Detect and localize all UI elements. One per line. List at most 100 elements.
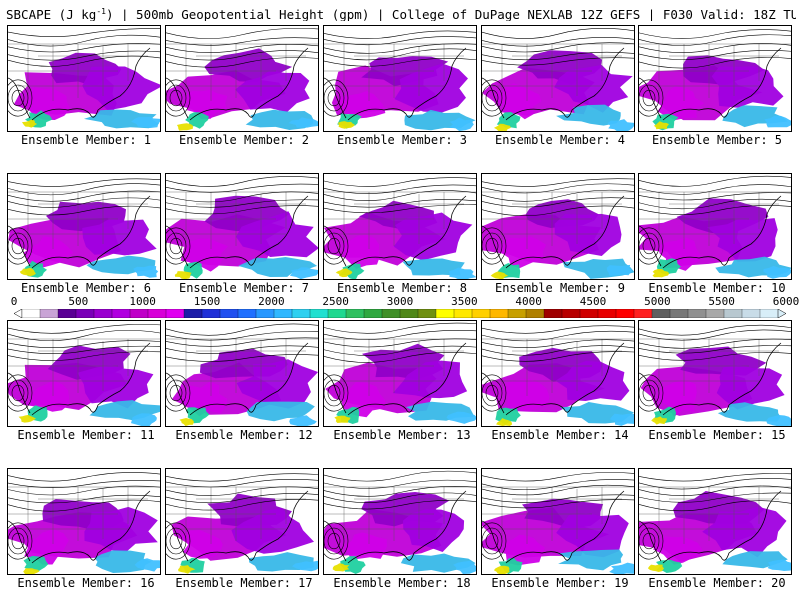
height-contour [166, 323, 318, 336]
cape-area-purple [82, 66, 160, 111]
height-contour [169, 384, 183, 402]
cape-area-yellow [337, 121, 355, 129]
height-contour [324, 177, 476, 187]
cape-area-purple [236, 359, 318, 409]
cape-area-magenta [23, 236, 74, 268]
height-contour [327, 237, 341, 255]
height-contour [482, 232, 503, 260]
cape-area-purple [392, 360, 468, 399]
height-contour [482, 527, 503, 555]
cape-area-purple [716, 364, 785, 410]
height-contour [11, 89, 25, 107]
coastline [166, 195, 309, 269]
height-contour [8, 197, 160, 208]
colorbar-swatch [489, 309, 509, 318]
coastline [324, 195, 467, 269]
cape-area-magenta [505, 379, 550, 411]
height-contour [166, 44, 318, 53]
height-contour [324, 527, 345, 555]
height-contour [639, 324, 791, 336]
height-contour [639, 205, 791, 215]
height-contour [8, 232, 29, 260]
ensemble-member-label: Ensemble Member: 5 [651, 133, 783, 147]
colorbar-swatch [561, 309, 581, 318]
colorbar-swatch [687, 309, 707, 318]
ensemble-member-label: Ensemble Member: 6 [20, 281, 152, 295]
cape-area-purple [82, 218, 157, 256]
height-contour [482, 197, 634, 208]
height-contour [327, 532, 341, 550]
height-contour [482, 379, 503, 407]
height-contour [324, 84, 345, 112]
height-contour [324, 190, 476, 201]
colorbar-swatch [615, 309, 635, 318]
cape-area-magenta [495, 83, 542, 120]
cape-area-cyan [557, 549, 624, 571]
cape-area-magenta [27, 87, 71, 120]
height-contour [8, 374, 33, 412]
cape-area-cyan [289, 267, 318, 279]
coastline [482, 195, 625, 269]
height-contour [8, 183, 160, 196]
coastline [482, 342, 625, 416]
ensemble-member-label: Ensemble Member: 15 [648, 428, 786, 442]
height-contour [166, 522, 191, 560]
ensemble-member-label: Ensemble Member: 16 [17, 576, 155, 590]
colorbar-swatch [669, 309, 689, 318]
sbcape-map [7, 25, 161, 132]
height-contour [8, 79, 33, 117]
cape-area-purple [711, 66, 784, 108]
height-contour [639, 184, 791, 195]
height-contour [8, 324, 160, 334]
coastline [639, 47, 782, 121]
height-contour [482, 189, 634, 202]
height-contour [166, 337, 318, 347]
ensemble-member-label: Ensemble Member: 20 [648, 576, 786, 590]
ensemble-member-label: Ensemble Member: 9 [494, 281, 626, 295]
height-contour [324, 329, 476, 340]
height-contour [324, 43, 476, 54]
colorbar-swatch [579, 309, 599, 318]
colorbar-min-arrow [14, 309, 23, 318]
height-contour [639, 43, 791, 53]
height-contour [324, 345, 476, 356]
height-contour [639, 485, 791, 496]
sbcape-map [7, 173, 161, 280]
coastline [482, 47, 625, 121]
colorbar-swatch [309, 309, 329, 318]
ensemble-member-label: Ensemble Member: 14 [491, 428, 629, 442]
height-contour [8, 480, 160, 488]
cape-area-purple [403, 509, 465, 552]
height-contour [8, 472, 160, 482]
height-contour [166, 374, 191, 412]
height-contour [324, 470, 476, 482]
colorbar-tick-label: 4000 [515, 295, 542, 308]
height-contour [324, 379, 345, 407]
colorbar-tick-label: 3000 [386, 295, 414, 308]
height-contour [482, 84, 503, 112]
ensemble-member-label: Ensemble Member: 18 [333, 576, 471, 590]
height-contour [166, 176, 318, 187]
colorbar-swatch [471, 309, 491, 318]
height-contour [485, 89, 499, 107]
sbcape-map [323, 173, 477, 280]
colorbar-swatch [651, 309, 671, 318]
height-contour [639, 500, 791, 512]
cape-area-cyan [453, 560, 476, 574]
height-contour [8, 84, 29, 112]
height-contour [166, 479, 318, 488]
height-contour [324, 48, 476, 61]
height-contour [482, 37, 634, 47]
colorbar-swatch [129, 309, 149, 318]
coastline [639, 342, 782, 416]
height-contour [166, 183, 318, 193]
height-contour [166, 493, 318, 504]
coastline [8, 47, 151, 121]
height-contour [639, 29, 791, 39]
height-contour [169, 532, 183, 550]
height-contour [11, 384, 25, 402]
cape-area-cyan [289, 415, 317, 426]
height-contour [482, 472, 634, 482]
colorbar-swatch [381, 309, 401, 318]
height-contour [324, 338, 476, 348]
